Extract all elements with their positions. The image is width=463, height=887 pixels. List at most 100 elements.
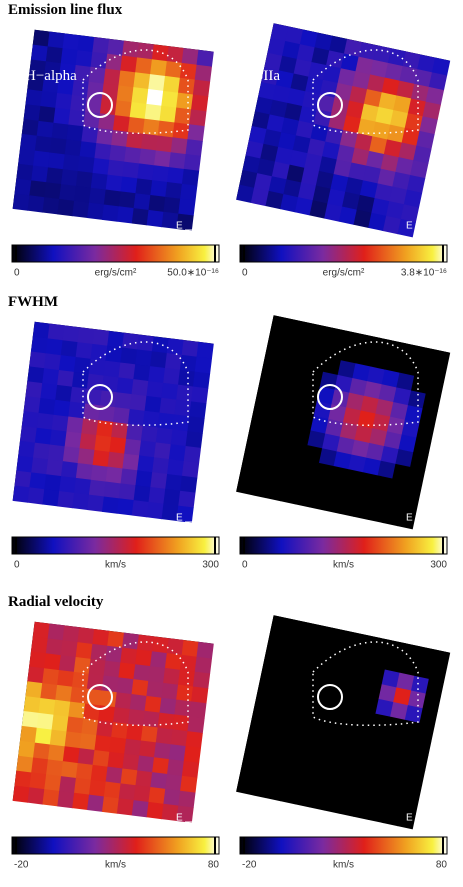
map-cell: [353, 209, 372, 228]
map-cell: [33, 150, 51, 168]
map-cell: [372, 121, 391, 140]
map-cell: [34, 135, 53, 154]
map-cell: [47, 744, 66, 762]
map-cell: [137, 163, 155, 181]
map-cell: [371, 790, 390, 809]
map-cell: [360, 695, 380, 715]
map-cell: [23, 104, 41, 122]
colorbar: [239, 536, 448, 555]
map-cell: [294, 489, 314, 508]
map-cell: [168, 152, 187, 170]
map-cell: [309, 792, 328, 811]
map-cell: [34, 427, 53, 446]
map-cell: [314, 324, 333, 343]
map-cell: [339, 421, 359, 441]
map-cell: [66, 416, 84, 434]
map-cell: [267, 629, 286, 649]
map-cell: [191, 386, 209, 404]
map-cell: [398, 142, 417, 161]
map-cell: [92, 629, 110, 647]
map-cell: [116, 206, 135, 224]
map-cell: [353, 501, 372, 520]
map-cell: [168, 744, 187, 762]
map-cell: [265, 782, 284, 802]
map-cell: [261, 659, 280, 678]
map-cell: [94, 735, 112, 753]
map: [236, 23, 451, 238]
map-cell: [236, 476, 255, 496]
map-cell: [375, 106, 394, 126]
map-cell: [236, 184, 255, 204]
map-cell: [348, 754, 367, 773]
map-cell: [381, 669, 400, 688]
map-cell: [29, 180, 47, 198]
map-cell: [253, 765, 273, 784]
map-cell: [90, 764, 109, 783]
map-cell: [348, 454, 367, 473]
map-cell: [406, 174, 426, 194]
map: [12, 321, 214, 523]
map-cell: [383, 431, 403, 450]
map-cell: [103, 189, 122, 207]
map-cell: [299, 621, 319, 640]
map-cell: [47, 152, 66, 170]
map-cell: [177, 369, 196, 388]
map-cell: [107, 630, 125, 649]
map-cell: [21, 119, 40, 137]
compass-n-label: N: [432, 787, 439, 798]
map-cell: [396, 80, 415, 100]
map-cell: [264, 344, 283, 363]
map-cell: [122, 453, 140, 471]
map-cell: [359, 472, 379, 491]
map-cell: [77, 748, 95, 766]
map-cell: [287, 680, 306, 699]
contour: [312, 49, 419, 134]
map-cell: [122, 332, 140, 350]
map-cell: [29, 772, 47, 790]
map-cell: [58, 63, 77, 81]
map-cell: [363, 381, 383, 400]
map-cell: [369, 728, 388, 747]
map-cell: [125, 723, 144, 742]
map-cell: [307, 138, 326, 157]
map-cell: [274, 738, 294, 758]
map-cell: [58, 655, 77, 673]
map-cell: [287, 88, 306, 107]
compass-e-label: E: [176, 813, 183, 824]
map-cell: [109, 436, 127, 455]
map-cell: [371, 198, 390, 217]
map-cell: [103, 68, 121, 86]
map-cell: [308, 61, 327, 81]
map-cell: [374, 183, 393, 202]
map-cell: [120, 55, 138, 73]
map-cell: [87, 794, 105, 812]
map-cell: [305, 368, 324, 388]
map-cell: [400, 204, 420, 223]
map-cell: [107, 451, 125, 470]
compass-n-label: N: [432, 487, 439, 498]
map-cell: [157, 712, 175, 730]
map-cell: [272, 85, 292, 104]
map-cell: [305, 668, 324, 688]
compass-n-label: N: [202, 487, 209, 498]
map-cell: [90, 51, 108, 70]
map-cell: [29, 59, 47, 77]
map-cell: [248, 125, 268, 145]
map-cell: [144, 103, 162, 122]
map-cell: [164, 353, 183, 371]
map-cell: [137, 455, 155, 473]
map-cell: [360, 395, 380, 415]
map-cell: [177, 77, 196, 96]
map-cell: [107, 38, 125, 57]
map-cell: [146, 88, 164, 107]
map-cell: [370, 651, 389, 671]
colorbar-min: -20: [242, 860, 257, 871]
map: [236, 615, 451, 830]
map-cell: [290, 365, 309, 384]
map-cell: [292, 427, 312, 446]
map-cell: [373, 337, 392, 356]
map-cell: [278, 347, 298, 367]
map-cell: [264, 644, 283, 663]
contour: [312, 341, 419, 426]
map-cell: [146, 380, 164, 399]
